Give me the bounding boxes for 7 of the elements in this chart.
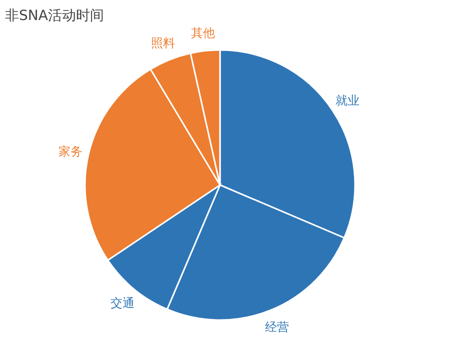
slice-label: 交通 — [110, 296, 134, 310]
slice-label: 就业 — [336, 94, 360, 108]
slice-label: 经营 — [265, 320, 290, 334]
slice-label: 其他 — [191, 26, 216, 40]
slice-label: 家务 — [58, 144, 83, 159]
slice-label: 照料 — [151, 36, 176, 50]
chart-title: 非SNA活动时间 — [5, 8, 104, 24]
